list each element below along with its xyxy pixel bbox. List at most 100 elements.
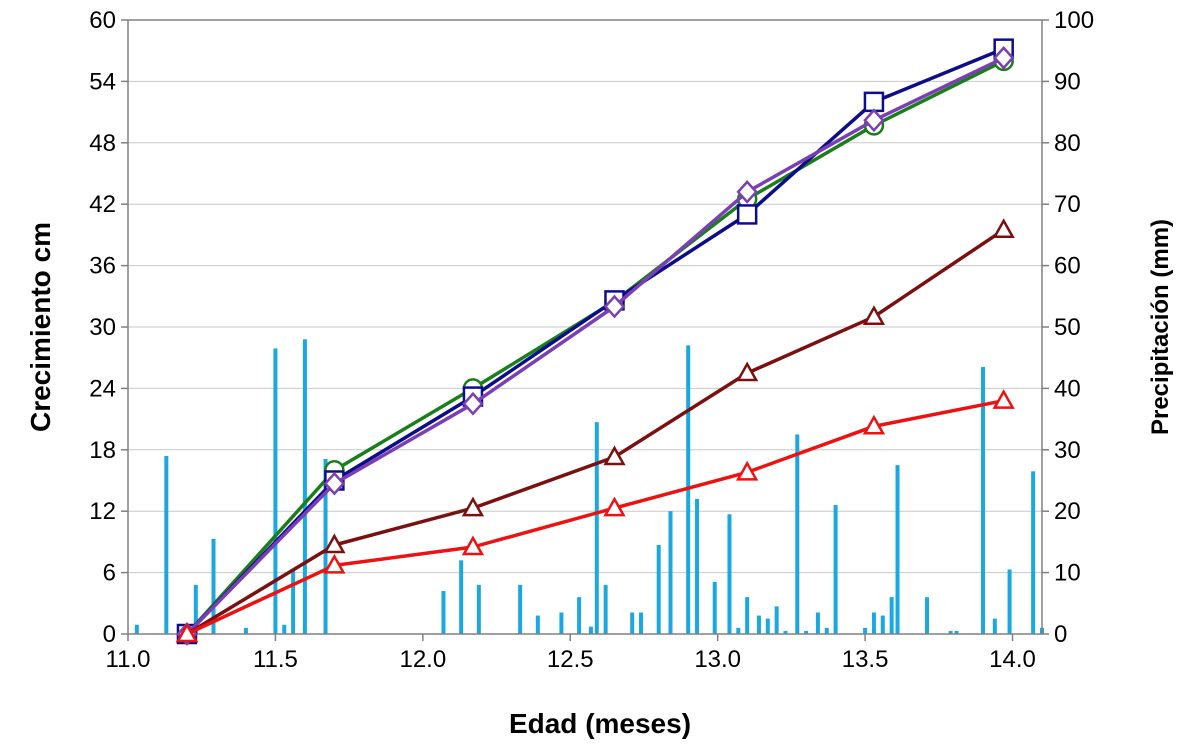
data-point xyxy=(736,180,758,204)
data-point xyxy=(862,414,886,435)
precipitation-bar xyxy=(871,612,876,634)
y2-tick-label: 20 xyxy=(1054,498,1081,525)
precipitation-bar xyxy=(712,581,717,634)
data-point xyxy=(323,533,346,554)
data-point xyxy=(863,108,885,133)
precipitation-bars xyxy=(134,339,1044,634)
y2-tick-label: 30 xyxy=(1054,437,1081,464)
precipitation-bar xyxy=(880,615,885,634)
y2-tick-label: 10 xyxy=(1054,560,1081,587)
precipitation-bar xyxy=(765,618,770,634)
y-tick-label: 12 xyxy=(89,498,116,525)
precipitation-bar xyxy=(594,422,599,634)
precipitation-bar xyxy=(668,511,673,634)
precipitation-bar xyxy=(656,544,661,634)
precipitation-bar xyxy=(441,591,446,634)
precipitation-bar xyxy=(535,615,540,634)
precipitation-bar xyxy=(577,597,582,634)
precipitation-bar xyxy=(795,434,800,634)
y-tick-label: 36 xyxy=(89,253,116,280)
data-point xyxy=(603,496,626,517)
y-tick-label: 18 xyxy=(89,437,116,464)
y-tick-label: 0 xyxy=(103,621,116,648)
data-point xyxy=(323,553,346,574)
data-point xyxy=(992,389,1015,409)
y2-tick-label: 60 xyxy=(1054,253,1081,280)
precipitation-bar xyxy=(588,626,593,634)
precipitation-bar xyxy=(824,627,829,634)
data-point xyxy=(863,91,885,113)
data-point xyxy=(862,305,886,326)
y-tick-label: 60 xyxy=(89,7,116,34)
precipitation-bar xyxy=(889,597,894,634)
y2-tick-label: 90 xyxy=(1054,68,1081,95)
y-tick-label: 54 xyxy=(89,68,116,95)
precipitation-bar xyxy=(243,627,248,634)
precipitation-bar xyxy=(323,459,328,634)
data-point xyxy=(461,496,485,517)
x-tick-label: 11.0 xyxy=(106,646,151,673)
precipitation-bar xyxy=(134,624,139,634)
precipitation-bar xyxy=(925,597,930,634)
precipitation-bar xyxy=(273,348,278,634)
precipitation-bar xyxy=(783,630,788,634)
precipitation-bar xyxy=(727,514,732,634)
precipitation-bar xyxy=(639,612,644,634)
precipitation-bar xyxy=(282,624,287,634)
growth-series xyxy=(175,38,1015,646)
data-point xyxy=(736,204,758,225)
data-point xyxy=(175,622,199,643)
y-tick-label: 48 xyxy=(89,130,116,157)
precipitation-bar xyxy=(736,627,741,634)
series-5 xyxy=(175,389,1015,643)
y-tick-label: 42 xyxy=(89,191,116,218)
data-point xyxy=(603,294,626,319)
data-point xyxy=(462,391,484,416)
precipitation-bar xyxy=(992,618,997,634)
precipitation-bar xyxy=(603,584,608,634)
precipitation-bar xyxy=(559,612,564,634)
y2-tick-label: 70 xyxy=(1054,191,1081,218)
precipitation-bar xyxy=(211,538,216,634)
precipitation-bar xyxy=(291,569,296,634)
y2-axis-title: Precipitación (mm) xyxy=(1147,219,1174,435)
precipitation-bar xyxy=(1007,569,1012,634)
y2-tick-label: 80 xyxy=(1054,130,1081,157)
precipitation-bar xyxy=(193,584,198,634)
precipitation-bar xyxy=(1031,471,1036,634)
precipitation-bar xyxy=(695,498,700,634)
precipitation-bar xyxy=(302,339,307,634)
precipitation-bar xyxy=(863,627,868,634)
precipitation-bar xyxy=(895,465,900,634)
precipitation-bar xyxy=(459,560,464,634)
data-point xyxy=(603,445,626,466)
precipitation-bar xyxy=(164,455,169,634)
y2-tick-label: 0 xyxy=(1054,621,1067,648)
data-point xyxy=(736,361,759,382)
precipitation-bar xyxy=(833,505,838,634)
tick-labels: 0 6 12 18 24 30 36 42 48 54 60 0 10 20 30 40 50 60 70 80 90 1… xyxy=(89,7,1094,673)
y-tick-label: 30 xyxy=(89,314,116,341)
precipitation-bar xyxy=(630,612,635,634)
data-point xyxy=(992,218,1015,239)
y-tick-label: 6 xyxy=(103,560,116,587)
x-tick-label: 13.5 xyxy=(842,646,889,673)
precipitation-bar xyxy=(981,366,986,634)
precipitation-bar xyxy=(756,615,761,634)
x-tick-label: 11.5 xyxy=(253,646,298,673)
precipitation-bar xyxy=(745,597,750,634)
x-tick-label: 12.5 xyxy=(547,646,594,673)
precipitation-bar xyxy=(815,612,820,634)
y-axis-title: Crecimiento cm xyxy=(25,222,56,432)
precipitation-bar xyxy=(948,630,953,634)
data-point xyxy=(736,460,759,481)
x-tick-label: 14.0 xyxy=(989,646,1036,673)
y2-tick-label: 100 xyxy=(1054,7,1094,34)
precipitation-bar xyxy=(804,630,809,634)
precipitation-bar xyxy=(954,630,959,634)
y2-tick-label: 50 xyxy=(1054,314,1081,341)
precipitation-bar xyxy=(476,584,481,634)
x-tick-label: 12.0 xyxy=(399,646,446,673)
data-point xyxy=(323,471,346,496)
